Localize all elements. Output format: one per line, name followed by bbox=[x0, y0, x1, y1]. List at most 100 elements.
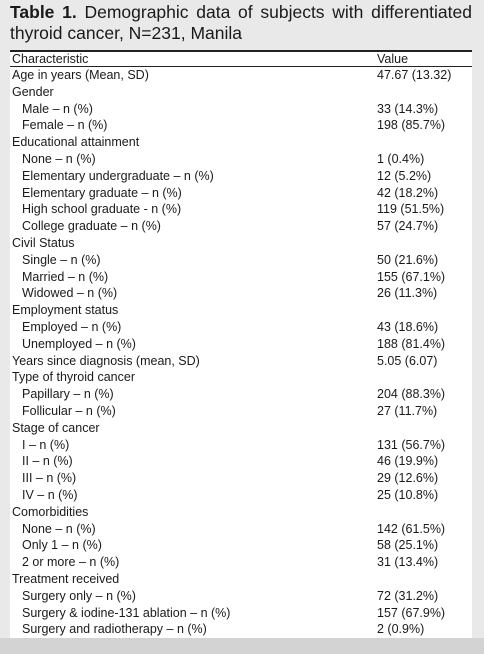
row-subcategory: Surgery and radiotherapy – n (%) bbox=[10, 621, 377, 640]
table-row: Widowed – n (%) 26 (11.3%) bbox=[10, 285, 472, 302]
table-row: High school graduate - n (%) 119 (51.5%) bbox=[10, 201, 472, 218]
row-subcategory: Elementary graduate – n (%) bbox=[22, 185, 182, 200]
table-row: Stage of cancer bbox=[10, 420, 472, 437]
table-row: Treatment received bbox=[10, 571, 472, 588]
row-subcategory: III – n (%) bbox=[22, 471, 77, 486]
row-subcategory: 2 or more – n (%) bbox=[22, 555, 120, 570]
table-row: Gender bbox=[10, 84, 472, 101]
row-value: 31 (13.4%) bbox=[377, 555, 439, 570]
row-value: 155 (67.1%) bbox=[377, 269, 446, 284]
row-subcategory: College graduate – n (%) bbox=[22, 219, 161, 234]
table-row: None – n (%) 1 (0.4%) bbox=[10, 151, 472, 168]
table-row: Surgery & iodine-131 ablation – n (%) 157… bbox=[10, 605, 472, 622]
table-row: Employment status bbox=[10, 302, 472, 319]
table-row: Surgery only – n (%) 72 (31.2%) bbox=[10, 588, 472, 605]
footer-band bbox=[0, 638, 484, 654]
row-category: Comorbidities bbox=[12, 504, 89, 519]
row-subcategory: Only 1 – n (%) bbox=[22, 538, 102, 553]
row-value: 27 (11.7%) bbox=[377, 403, 438, 418]
row-category: Treatment received bbox=[12, 571, 120, 586]
row-value: 72 (31.2%) bbox=[377, 588, 439, 603]
table-row: Male – n (%) 33 (14.3%) bbox=[10, 101, 472, 118]
row-value: 57 (24.7%) bbox=[377, 219, 439, 234]
row-value: 42 (18.2%) bbox=[377, 185, 439, 200]
row-value: 58 (25.1%) bbox=[377, 538, 439, 553]
table-row: Years since diagnosis (mean, SD) 5.05 (6.… bbox=[10, 353, 472, 370]
table-row: II – n (%) 46 (19.9%) bbox=[10, 453, 472, 470]
table-caption-text: Demographic data of subjects with differ… bbox=[10, 2, 472, 43]
table-row: Civil Status bbox=[10, 235, 472, 252]
row-subcategory: None – n (%) bbox=[22, 521, 96, 536]
table-row: Elementary undergraduate – n (%) 12 (5.2%… bbox=[10, 168, 472, 185]
row-value: 46 (19.9%) bbox=[377, 454, 439, 469]
row-category: Employment status bbox=[12, 303, 119, 318]
table-row: Elementary graduate – n (%) 42 (18.2%) bbox=[10, 185, 472, 202]
header-characteristic: Characteristic bbox=[10, 50, 377, 67]
table-row: Papillary – n (%) 204 (88.3%) bbox=[10, 386, 472, 403]
row-subcategory: Employed – n (%) bbox=[22, 319, 122, 334]
table-header-row: Characteristic Value bbox=[10, 50, 472, 67]
row-value: 12 (5.2%) bbox=[377, 168, 432, 183]
table-row: Educational attainment bbox=[10, 134, 472, 151]
table-caption: Table 1. Demographic data of subjects wi… bbox=[10, 2, 472, 44]
row-subcategory: I – n (%) bbox=[22, 437, 70, 452]
row-subcategory: Single – n (%) bbox=[22, 252, 101, 267]
row-category: Years since diagnosis (mean, SD) bbox=[12, 353, 200, 368]
row-value: 5.05 (6.07) bbox=[377, 353, 438, 368]
row-subcategory: Male – n (%) bbox=[22, 101, 93, 116]
row-value bbox=[377, 420, 472, 437]
row-subcategory: Female – n (%) bbox=[22, 118, 108, 133]
table-row: Female – n (%) 198 (85.7%) bbox=[10, 117, 472, 134]
row-subcategory: Unemployed – n (%) bbox=[22, 336, 136, 351]
row-value bbox=[377, 571, 472, 588]
row-value bbox=[377, 504, 472, 521]
row-subcategory: II – n (%) bbox=[22, 454, 73, 469]
row-subcategory: Elementary undergraduate – n (%) bbox=[22, 168, 214, 183]
row-category: Educational attainment bbox=[12, 135, 140, 150]
row-category: Type of thyroid cancer bbox=[12, 370, 135, 385]
header-value: Value bbox=[377, 50, 472, 67]
table-label: Table 1. bbox=[10, 2, 77, 22]
table-row: Single – n (%) 50 (21.6%) bbox=[10, 252, 472, 269]
table-row: Married – n (%) 155 (67.1%) bbox=[10, 269, 472, 286]
table-row: College graduate – n (%) 57 (24.7%) bbox=[10, 218, 472, 235]
table-row: Type of thyroid cancer bbox=[10, 369, 472, 386]
row-subcategory: IV – n (%) bbox=[22, 487, 78, 502]
row-value bbox=[377, 369, 472, 386]
row-value: 157 (67.9%) bbox=[377, 605, 446, 620]
row-category: Age in years (Mean, SD) bbox=[12, 68, 149, 82]
row-value: 142 (61.5%) bbox=[377, 521, 446, 536]
row-value: 50 (21.6%) bbox=[377, 252, 439, 267]
table-row: Follicular – n (%) 27 (11.7%) bbox=[10, 403, 472, 420]
row-subcategory: Widowed – n (%) bbox=[22, 286, 118, 301]
row-subcategory: Papillary – n (%) bbox=[22, 387, 114, 402]
row-value bbox=[377, 235, 472, 252]
row-value: 198 (85.7%) bbox=[377, 118, 446, 133]
row-value: 188 (81.4%) bbox=[377, 336, 446, 351]
row-subcategory: Surgery & iodine-131 ablation – n (%) bbox=[22, 605, 231, 620]
row-subcategory: Follicular – n (%) bbox=[22, 403, 116, 418]
row-value bbox=[377, 84, 472, 101]
table-body: Age in years (Mean, SD) 47.67 (13.32) Gend… bbox=[10, 67, 472, 640]
table-row: Unemployed – n (%) 188 (81.4%) bbox=[10, 336, 472, 353]
row-value: 33 (14.3%) bbox=[377, 101, 439, 116]
table-row: IV – n (%) 25 (10.8%) bbox=[10, 487, 472, 504]
row-category: Gender bbox=[12, 84, 54, 99]
row-value: 204 (88.3%) bbox=[377, 387, 446, 402]
row-value: 26 (11.3%) bbox=[377, 286, 438, 301]
demographic-table: Characteristic Value Age in years (Mean,… bbox=[10, 50, 472, 640]
row-subcategory: Surgery only – n (%) bbox=[22, 588, 136, 603]
table-row: I – n (%) 131 (56.7%) bbox=[10, 437, 472, 454]
row-value: 43 (18.6%) bbox=[377, 319, 439, 334]
row-category: Stage of cancer bbox=[12, 420, 100, 435]
table-row: Employed – n (%) 43 (18.6%) bbox=[10, 319, 472, 336]
demographic-table-container: Characteristic Value Age in years (Mean,… bbox=[10, 50, 472, 640]
row-subcategory: None – n (%) bbox=[22, 151, 96, 166]
row-value: 47.67 (13.32) bbox=[377, 68, 452, 82]
row-value: 25 (10.8%) bbox=[377, 487, 439, 502]
row-category: Civil Status bbox=[12, 235, 75, 250]
table-row: III – n (%) 29 (12.6%) bbox=[10, 470, 472, 487]
table-row: Comorbidities bbox=[10, 504, 472, 521]
row-value bbox=[377, 134, 472, 151]
